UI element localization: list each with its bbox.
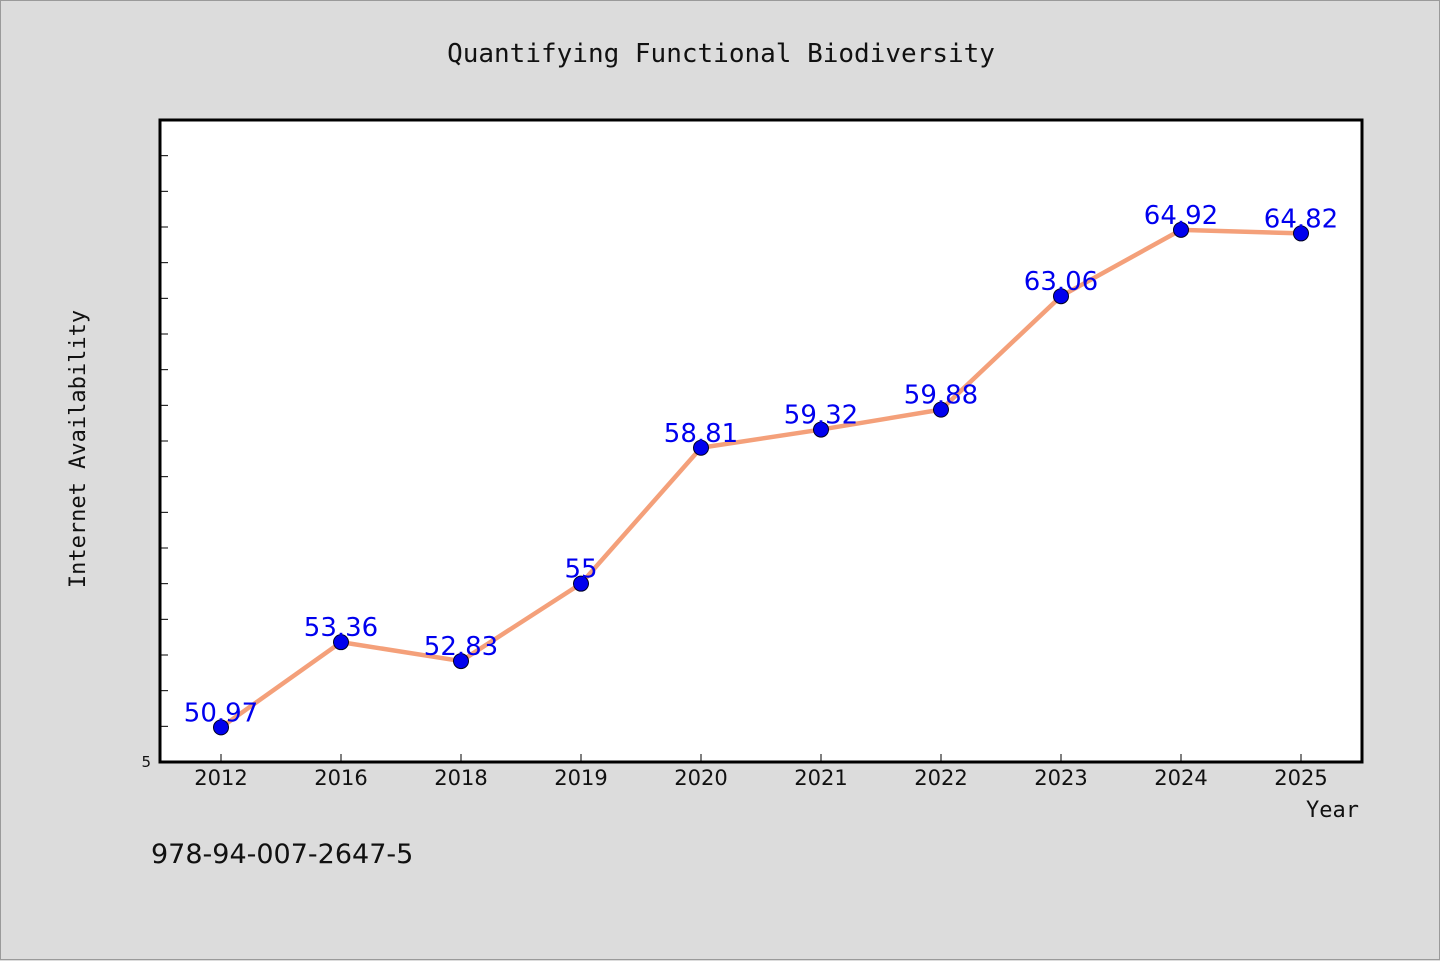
x-axis-label: Year [1306, 798, 1359, 823]
y-axis-label: Internet Availability [66, 310, 91, 588]
data-label: 59.88 [904, 381, 978, 411]
data-point [333, 634, 349, 651]
data-point [1053, 288, 1069, 305]
y-tick-label: 5 [141, 753, 151, 771]
y-axis-ticks: 5 [141, 155, 168, 771]
x-axis-ticks: 2012 2016 2018 2019 2020 2021 2022 2023 2024 2025 [194, 754, 1328, 790]
data-label: 55 [564, 555, 597, 585]
x-tick-label: 2025 [1274, 766, 1327, 790]
data-label: 63.06 [1024, 267, 1098, 297]
data-point [573, 575, 589, 592]
x-tick-label: 2016 [314, 766, 367, 790]
data-label: 53.36 [304, 613, 378, 643]
x-tick-label: 2018 [434, 766, 487, 790]
series-line-group [218, 227, 1304, 730]
plot-area [158, 118, 1364, 764]
data-point [933, 401, 949, 418]
data-point [213, 719, 229, 736]
data-point [453, 653, 469, 670]
data-label: 52.83 [424, 632, 498, 662]
data-label: 64.82 [1264, 204, 1338, 234]
x-tick-label: 2012 [194, 766, 247, 790]
data-label: 64.92 [1144, 201, 1218, 231]
x-tick-label: 2019 [554, 766, 607, 790]
data-point [1293, 225, 1309, 242]
x-tick-label: 2021 [794, 766, 847, 790]
data-label: 59.32 [784, 401, 858, 431]
x-tick-label: 2022 [914, 766, 967, 790]
data-label: 50.97 [184, 698, 258, 728]
x-tick-label: 2023 [1034, 766, 1087, 790]
data-point [693, 439, 709, 456]
series-line [218, 227, 1304, 730]
data-points [213, 221, 1309, 736]
chart-title: Quantifying Functional Biodiversity [447, 39, 995, 69]
data-labels: 50.97 53.36 52.83 55 58.81 59.32 59.88 63.06 64.… [184, 201, 1338, 729]
x-tick-label: 2024 [1154, 766, 1207, 790]
data-point [1173, 221, 1189, 238]
x-tick-label: 2020 [674, 766, 727, 790]
data-point [813, 421, 829, 438]
isbn-footer: 978-94-007-2647-5 [151, 839, 413, 870]
data-label: 58.81 [664, 419, 738, 449]
